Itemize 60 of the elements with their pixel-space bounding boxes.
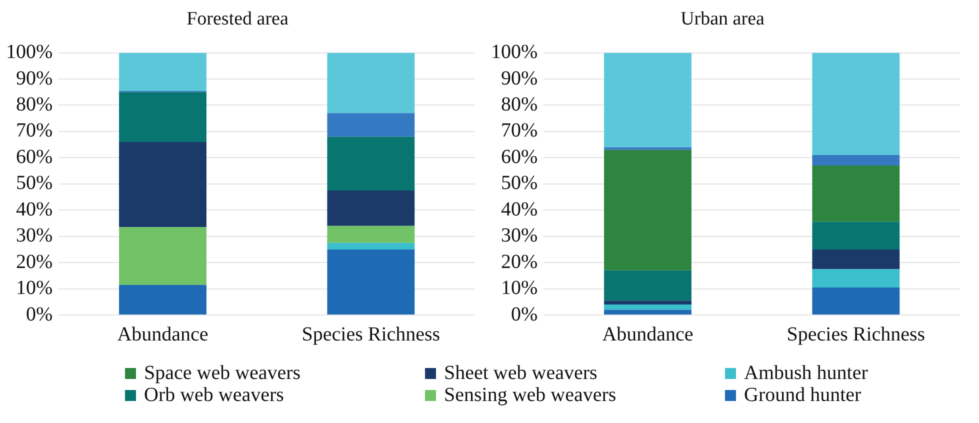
y-tick-label: 30%: [16, 224, 53, 247]
bar: [119, 52, 206, 91]
y-tick-label: 0%: [510, 303, 538, 326]
y-tick-label: 10%: [500, 277, 538, 300]
bar: [119, 227, 206, 285]
bar: [604, 150, 692, 270]
y-tick-label: 80%: [16, 93, 53, 116]
y-tick-label: 50%: [16, 172, 53, 194]
y-tick-label: 70%: [500, 120, 538, 142]
bar: [812, 52, 900, 156]
bar: [327, 52, 415, 114]
legend-label: Sheet web weavers: [444, 362, 598, 384]
y-tick-label: 40%: [500, 198, 538, 220]
y-tick-label: 40%: [16, 198, 53, 220]
x-tick-label: Abundance: [602, 323, 694, 346]
legend-label: Ground hunter: [744, 384, 862, 406]
legend-label: Orb web weavers: [144, 384, 284, 406]
legend-label: Sensing web weavers: [444, 384, 616, 406]
bar: [327, 226, 415, 243]
y-tick-label: 90%: [16, 67, 53, 90]
y-tick-label: 100%: [6, 41, 53, 64]
bar: [119, 142, 206, 228]
bar: [119, 92, 206, 142]
bar: [812, 249, 900, 270]
bar: [812, 269, 900, 288]
y-tick-label: 30%: [500, 224, 538, 247]
bar: [604, 270, 692, 301]
y-tick-label: 20%: [16, 250, 53, 273]
legend-label: Space web weavers: [144, 362, 301, 384]
x-tick-label: Species Richness: [786, 323, 926, 346]
y-tick-label: 0%: [26, 303, 53, 326]
bar: [327, 113, 415, 137]
bar: [327, 249, 415, 314]
bar: [812, 166, 900, 222]
y-tick-label: 60%: [500, 146, 538, 168]
bar: [812, 222, 900, 250]
bar: [604, 147, 692, 150]
bar: [604, 310, 692, 314]
y-tick-label: 100%: [490, 41, 538, 64]
bar: [327, 190, 415, 226]
bar: [604, 300, 692, 305]
y-tick-label: 90%: [500, 67, 538, 90]
chart-title: Forested area: [186, 8, 289, 30]
bar: [812, 287, 900, 314]
legend-label: Ambush hunter: [744, 362, 868, 384]
x-tick-label: Abundance: [117, 323, 208, 346]
y-tick-label: 70%: [16, 120, 53, 142]
bar: [119, 284, 206, 314]
x-tick-label: Species Richness: [302, 323, 440, 346]
bar: [327, 136, 415, 190]
y-tick-label: 80%: [500, 93, 538, 116]
y-tick-label: 10%: [16, 277, 53, 300]
chart-title: Urban area: [680, 8, 765, 30]
y-tick-label: 20%: [500, 250, 538, 273]
y-tick-label: 60%: [16, 146, 53, 168]
bar: [327, 242, 415, 250]
bar: [604, 52, 692, 148]
bar: [604, 304, 692, 310]
y-tick-label: 50%: [500, 172, 538, 194]
bar: [812, 155, 900, 166]
